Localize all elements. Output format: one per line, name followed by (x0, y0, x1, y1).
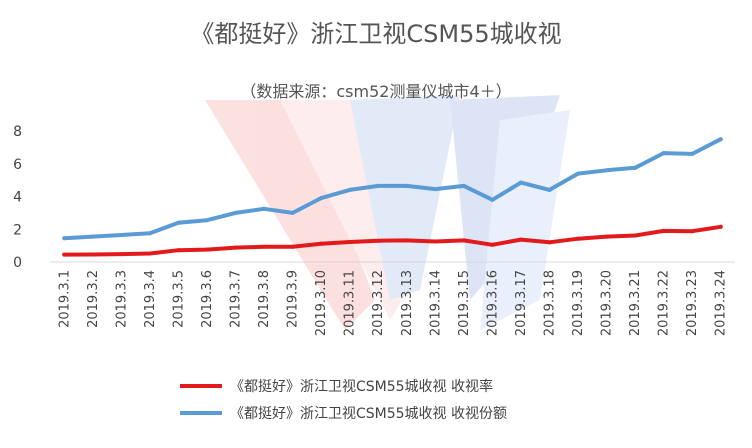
y-tick-label: 6 (13, 157, 22, 173)
x-tick-label: 2019.3.21 (628, 270, 643, 336)
data-point (319, 196, 324, 201)
data-point (204, 218, 209, 223)
x-tick-label: 2019.3.5 (171, 270, 186, 328)
x-tick-label: 2019.3.17 (514, 270, 529, 336)
x-tick-label: 2019.3.3 (114, 270, 129, 328)
data-point (690, 151, 695, 156)
data-point (290, 210, 295, 215)
y-tick-label: 4 (13, 190, 22, 206)
data-point (604, 168, 609, 173)
data-point (518, 237, 523, 242)
data-point (576, 236, 581, 241)
data-point (62, 252, 67, 257)
data-point (490, 242, 495, 247)
x-tick-label: 2019.3.10 (314, 270, 329, 336)
data-point (376, 183, 381, 188)
data-point (347, 187, 352, 192)
data-point (119, 252, 124, 257)
data-point (490, 197, 495, 202)
x-tick-label: 2019.3.24 (714, 270, 729, 336)
y-tick-label: 2 (13, 222, 22, 238)
y-tick-label: 8 (13, 124, 22, 140)
data-point (233, 210, 238, 215)
data-point (119, 232, 124, 237)
x-tick-label: 2019.3.4 (143, 270, 158, 328)
data-point (376, 238, 381, 243)
x-tick-label: 2019.3.9 (286, 270, 301, 328)
data-point (404, 238, 409, 243)
data-point (518, 180, 523, 185)
x-tick-label: 2019.3.18 (542, 270, 557, 336)
x-tick-label: 2019.3.12 (371, 270, 386, 336)
x-tick-label: 2019.3.7 (229, 270, 244, 328)
x-tick-label: 2019.3.1 (57, 270, 72, 328)
x-tick-label: 2019.3.20 (600, 270, 615, 336)
data-point (461, 238, 466, 243)
x-tick-label: 2019.3.6 (200, 270, 215, 328)
chart-subtitle: （数据来源：csm52测量仪城市4＋） (240, 82, 512, 101)
data-point (204, 247, 209, 252)
data-point (433, 239, 438, 244)
data-point (461, 183, 466, 188)
data-point (176, 220, 181, 225)
data-point (576, 171, 581, 176)
legend-label: 《都挺好》浙江卫视CSM55城收视 收视份额 (230, 406, 507, 422)
watermark-logo (205, 95, 570, 330)
data-point (90, 252, 95, 257)
data-point (147, 251, 152, 256)
x-tick-label: 2019.3.23 (685, 270, 700, 336)
data-point (547, 240, 552, 245)
data-point (661, 151, 666, 156)
data-point (319, 241, 324, 246)
data-point (690, 229, 695, 234)
x-tick-label: 2019.3.16 (485, 270, 500, 336)
data-point (62, 236, 67, 241)
data-point (347, 240, 352, 245)
data-point (176, 248, 181, 253)
x-tick-label: 2019.3.22 (657, 270, 672, 336)
legend-label: 《都挺好》浙江卫视CSM55城收视 收视率 (230, 378, 493, 395)
y-axis: 0 2 4 6 8 (13, 124, 22, 271)
data-point (633, 233, 638, 238)
data-point (147, 231, 152, 236)
data-point (661, 228, 666, 233)
data-point (233, 245, 238, 250)
series-layer (62, 137, 723, 257)
data-point (262, 244, 267, 249)
legend: 《都挺好》浙江卫视CSM55城收视 收视率《都挺好》浙江卫视CSM55城收视 收… (180, 378, 507, 422)
x-tick-label: 2019.3.8 (257, 270, 272, 328)
data-point (262, 206, 267, 211)
x-tick-label: 2019.3.2 (86, 270, 101, 328)
series-line-1 (62, 224, 723, 257)
data-point (90, 234, 95, 239)
y-tick-label: 0 (13, 255, 22, 271)
data-point (718, 224, 723, 229)
data-point (633, 165, 638, 170)
data-point (290, 244, 295, 249)
data-point (547, 187, 552, 192)
series-line-2 (62, 137, 723, 241)
x-tick-label: 2019.3.14 (428, 270, 443, 336)
x-tick-label: 2019.3.15 (457, 270, 472, 336)
x-axis: 2019.3.1 2019.3.2 2019.3.3 2019.3.4 2019.3.5… (50, 261, 735, 336)
chart-title: 《都挺好》浙江卫视CSM55城收视 (190, 20, 562, 48)
x-tick-label: 2019.3.13 (400, 270, 415, 336)
data-point (604, 234, 609, 239)
data-point (718, 137, 723, 142)
x-tick-label: 2019.3.11 (343, 270, 358, 336)
data-point (433, 187, 438, 192)
data-point (404, 183, 409, 188)
x-tick-label: 2019.3.19 (571, 270, 586, 336)
